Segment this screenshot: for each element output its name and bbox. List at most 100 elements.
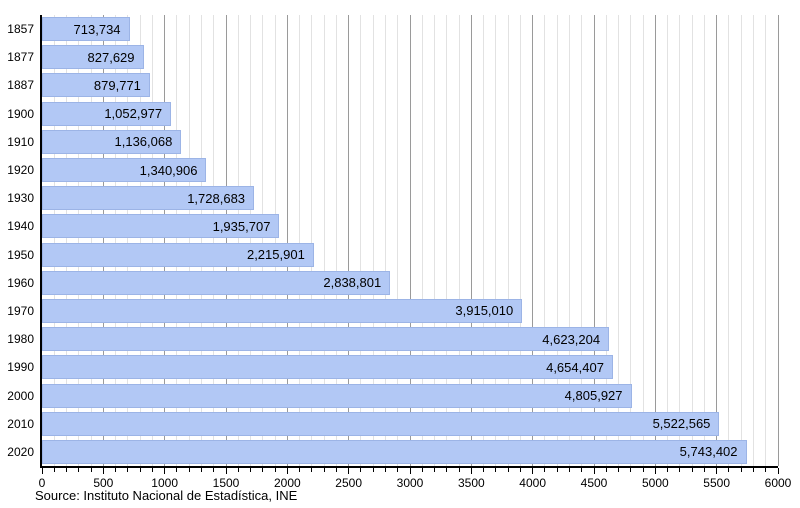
source-caption: Source: Instituto Nacional de Estadístic… [35,488,298,503]
bar-value-label: 5,522,565 [652,416,711,432]
bar-row: 1,935,707 [42,212,778,240]
major-gridline [470,15,472,466]
minor-gridline [667,15,669,466]
x-axis-tick [397,468,399,472]
bar-value-label: 879,771 [93,77,141,93]
bar-row: 4,654,407 [42,353,778,381]
minor-gridline [605,15,607,466]
x-axis-tick [421,468,423,472]
minor-gridline [200,15,202,466]
bar-2010: 5,522,565 [42,411,720,436]
gridlines [42,15,779,466]
x-axis-tick [556,468,558,472]
y-axis: 1857 1877 1887 1900 1910 1920 1930 1940 1950 1960… [0,15,34,466]
x-axis-tick-label: 5500 [703,476,731,490]
minor-gridline [568,15,570,466]
y-axis-label: 1970 [7,303,34,318]
bar-row: 827,629 [42,43,778,71]
minor-gridline [421,15,423,466]
x-axis-tick [642,468,644,472]
x-axis-tick [286,468,288,474]
minor-gridline [372,15,374,466]
y-axis-label: 1910 [7,134,34,149]
x-axis-tick [90,468,92,472]
x-axis-tick-label: 1500 [212,476,240,490]
bar-row: 5,743,402 [42,438,778,466]
bar-1940: 1,935,707 [42,214,280,239]
x-axis-tick [654,468,656,474]
minor-gridline [642,15,644,466]
x-axis-tick [323,468,325,472]
x-axis-tick [409,468,411,474]
bar-1970: 3,915,010 [42,298,523,323]
x-axis-tick [250,468,252,472]
major-gridline [532,15,534,466]
bar-value-label: 4,623,204 [542,331,601,347]
x-axis-tick [458,468,460,472]
major-gridline [102,15,104,466]
x-axis-tick-label: 3000 [396,476,424,490]
x-axis-tick [360,468,362,472]
y-axis-label: 1980 [7,332,34,347]
x-axis-tick [348,468,350,474]
bar-row: 1,340,906 [42,156,778,184]
x-axis-tick [605,468,607,472]
major-gridline [409,15,411,466]
x-axis-tick [544,468,546,472]
x-axis-tick [102,468,104,474]
major-gridline [348,15,350,466]
minor-gridline [188,15,190,466]
bar-1857: 713,734 [42,17,130,42]
bar-1990: 4,654,407 [42,355,613,380]
minor-gridline [237,15,239,466]
x-axis-tick [237,468,239,472]
minor-gridline [262,15,264,466]
bar-1960: 2,838,801 [42,270,391,295]
minor-gridline [139,15,141,466]
x-axis-tick [311,468,313,472]
x-axis-tick [703,468,705,472]
x-axis-tick-label: 2500 [335,476,363,490]
bars: 713,734 827,629 879,771 1,052,977 1,136,068 1… [42,15,778,466]
minor-gridline [581,15,583,466]
x-axis-tick-label: 4500 [580,476,608,490]
y-axis-label: 2000 [7,388,34,403]
x-axis-tick-label: 3500 [457,476,485,490]
y-axis-label: 1950 [7,247,34,262]
minor-gridline [446,15,448,466]
minor-gridline [90,15,92,466]
x-axis-tick [568,468,570,472]
minor-gridline [397,15,399,466]
minor-gridline [544,15,546,466]
bar-value-label: 2,215,901 [246,247,305,263]
x-axis-tick-label: 6000 [764,476,792,490]
bar-1887: 879,771 [42,73,150,98]
minor-gridline [679,15,681,466]
bar-2020: 5,743,402 [42,439,747,464]
bar-row: 4,623,204 [42,325,778,353]
minor-gridline [458,15,460,466]
y-axis-label: 1857 [7,22,34,37]
minor-gridline [618,15,620,466]
x-axis-tick [434,468,436,472]
minor-gridline [630,15,632,466]
minor-gridline [519,15,521,466]
bar-value-label: 1,340,906 [139,162,198,178]
minor-gridline [66,15,68,466]
bar-row: 3,915,010 [42,297,778,325]
x-axis-tick [335,468,337,472]
bar-row: 5,522,565 [42,410,778,438]
x-axis-tick [667,468,669,472]
bar-row: 1,136,068 [42,128,778,156]
bar-2000: 4,805,927 [42,383,632,408]
minor-gridline [765,15,767,466]
x-axis: 0 500 1000 1500 2000 2500 3000 3500 4000 4500 5000… [39,468,791,494]
x-axis-tick [213,468,215,472]
x-axis-tick [618,468,620,472]
bar-value-label: 4,654,407 [546,359,604,375]
x-axis-tick [164,468,166,474]
bar-1920: 1,340,906 [42,158,207,183]
minor-gridline [115,15,117,466]
x-axis-tick [691,468,693,472]
